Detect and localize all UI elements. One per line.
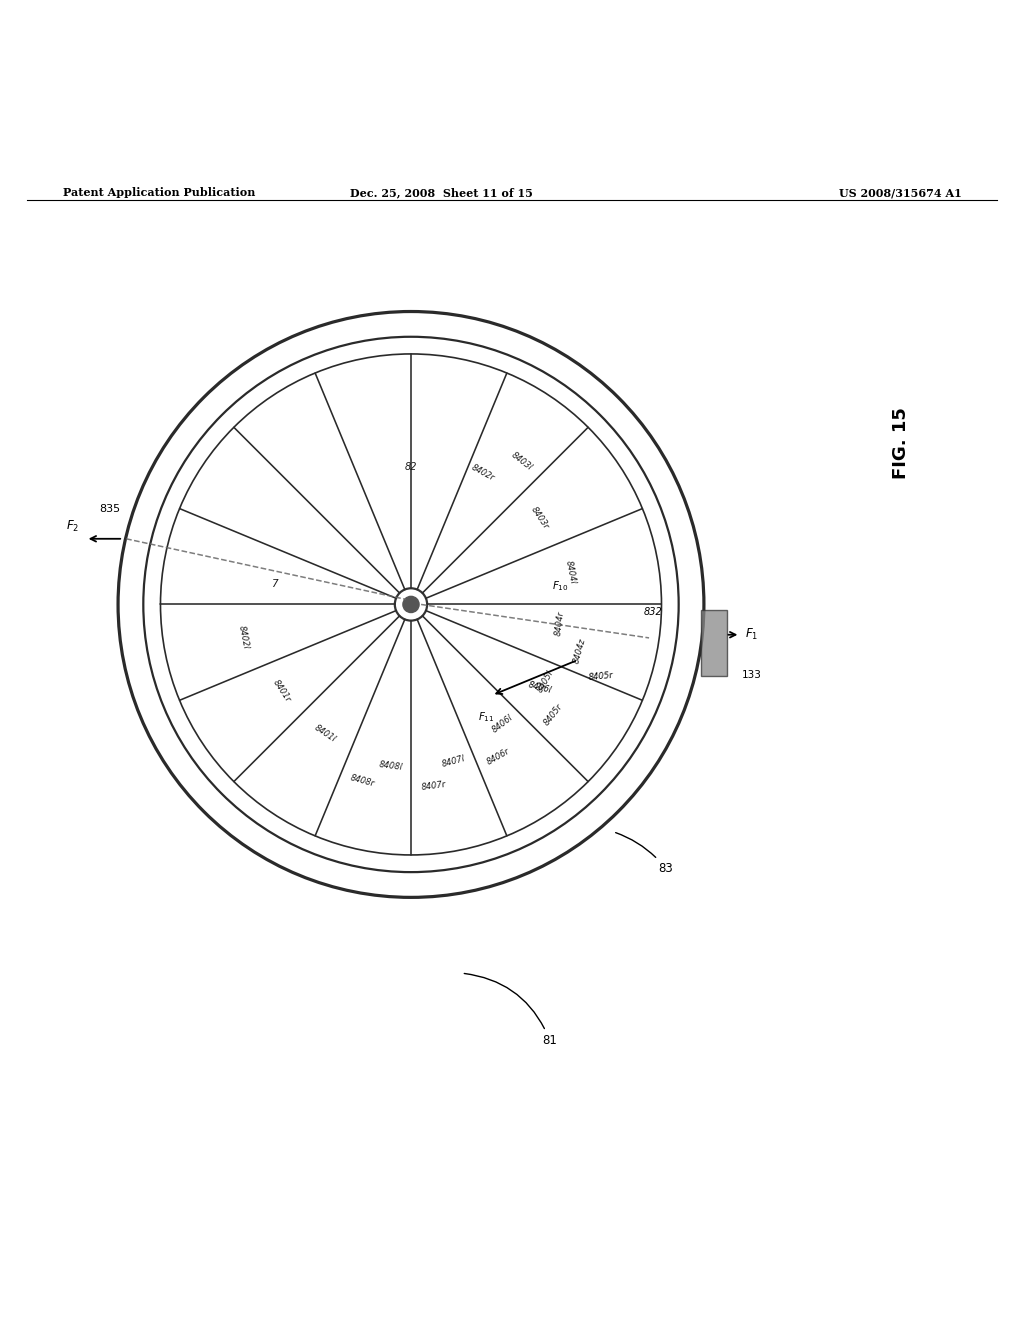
Text: 8401l: 8401l	[312, 723, 337, 744]
Text: 8406r: 8406r	[485, 747, 511, 767]
Text: 835: 835	[99, 503, 121, 513]
Text: 832: 832	[643, 607, 663, 616]
Text: Patent Application Publication: Patent Application Publication	[62, 187, 255, 198]
Text: Dec. 25, 2008  Sheet 11 of 15: Dec. 25, 2008 Sheet 11 of 15	[350, 187, 532, 198]
Text: 8403r: 8403r	[529, 506, 551, 531]
Text: 8404l: 8404l	[564, 560, 578, 585]
Text: 8405l: 8405l	[536, 669, 556, 694]
Text: 81: 81	[464, 973, 557, 1047]
Text: 8403l: 8403l	[509, 451, 534, 473]
Text: 8408l: 8408l	[378, 760, 402, 772]
Text: 8407l: 8407l	[441, 754, 467, 770]
Bar	[700, 610, 727, 676]
Text: $F_2$: $F_2$	[67, 519, 80, 533]
Text: $F_{11}$: $F_{11}$	[478, 710, 495, 725]
Text: $F_1$: $F_1$	[745, 627, 759, 643]
Text: 8408r: 8408r	[349, 774, 376, 788]
Text: 8406l: 8406l	[527, 681, 553, 696]
Text: 8405r: 8405r	[588, 671, 613, 682]
Text: $F_{10}$: $F_{10}$	[552, 579, 569, 593]
Text: 8404r: 8404r	[554, 610, 566, 636]
Text: 8406l: 8406l	[490, 713, 515, 734]
Text: 82: 82	[404, 462, 417, 471]
Text: 8407r: 8407r	[421, 780, 447, 792]
Text: 83: 83	[615, 833, 673, 875]
Text: US 2008/315674 A1: US 2008/315674 A1	[839, 187, 962, 198]
Circle shape	[402, 597, 419, 612]
Text: 8404z: 8404z	[572, 638, 588, 664]
Text: FIG. 15: FIG. 15	[892, 407, 910, 479]
Text: 8405r: 8405r	[543, 702, 565, 727]
Text: 7: 7	[271, 578, 278, 589]
Text: 8401r: 8401r	[271, 678, 293, 704]
Text: 8402l: 8402l	[238, 626, 251, 651]
Text: 133: 133	[742, 671, 762, 680]
Text: 8402r: 8402r	[470, 463, 497, 483]
